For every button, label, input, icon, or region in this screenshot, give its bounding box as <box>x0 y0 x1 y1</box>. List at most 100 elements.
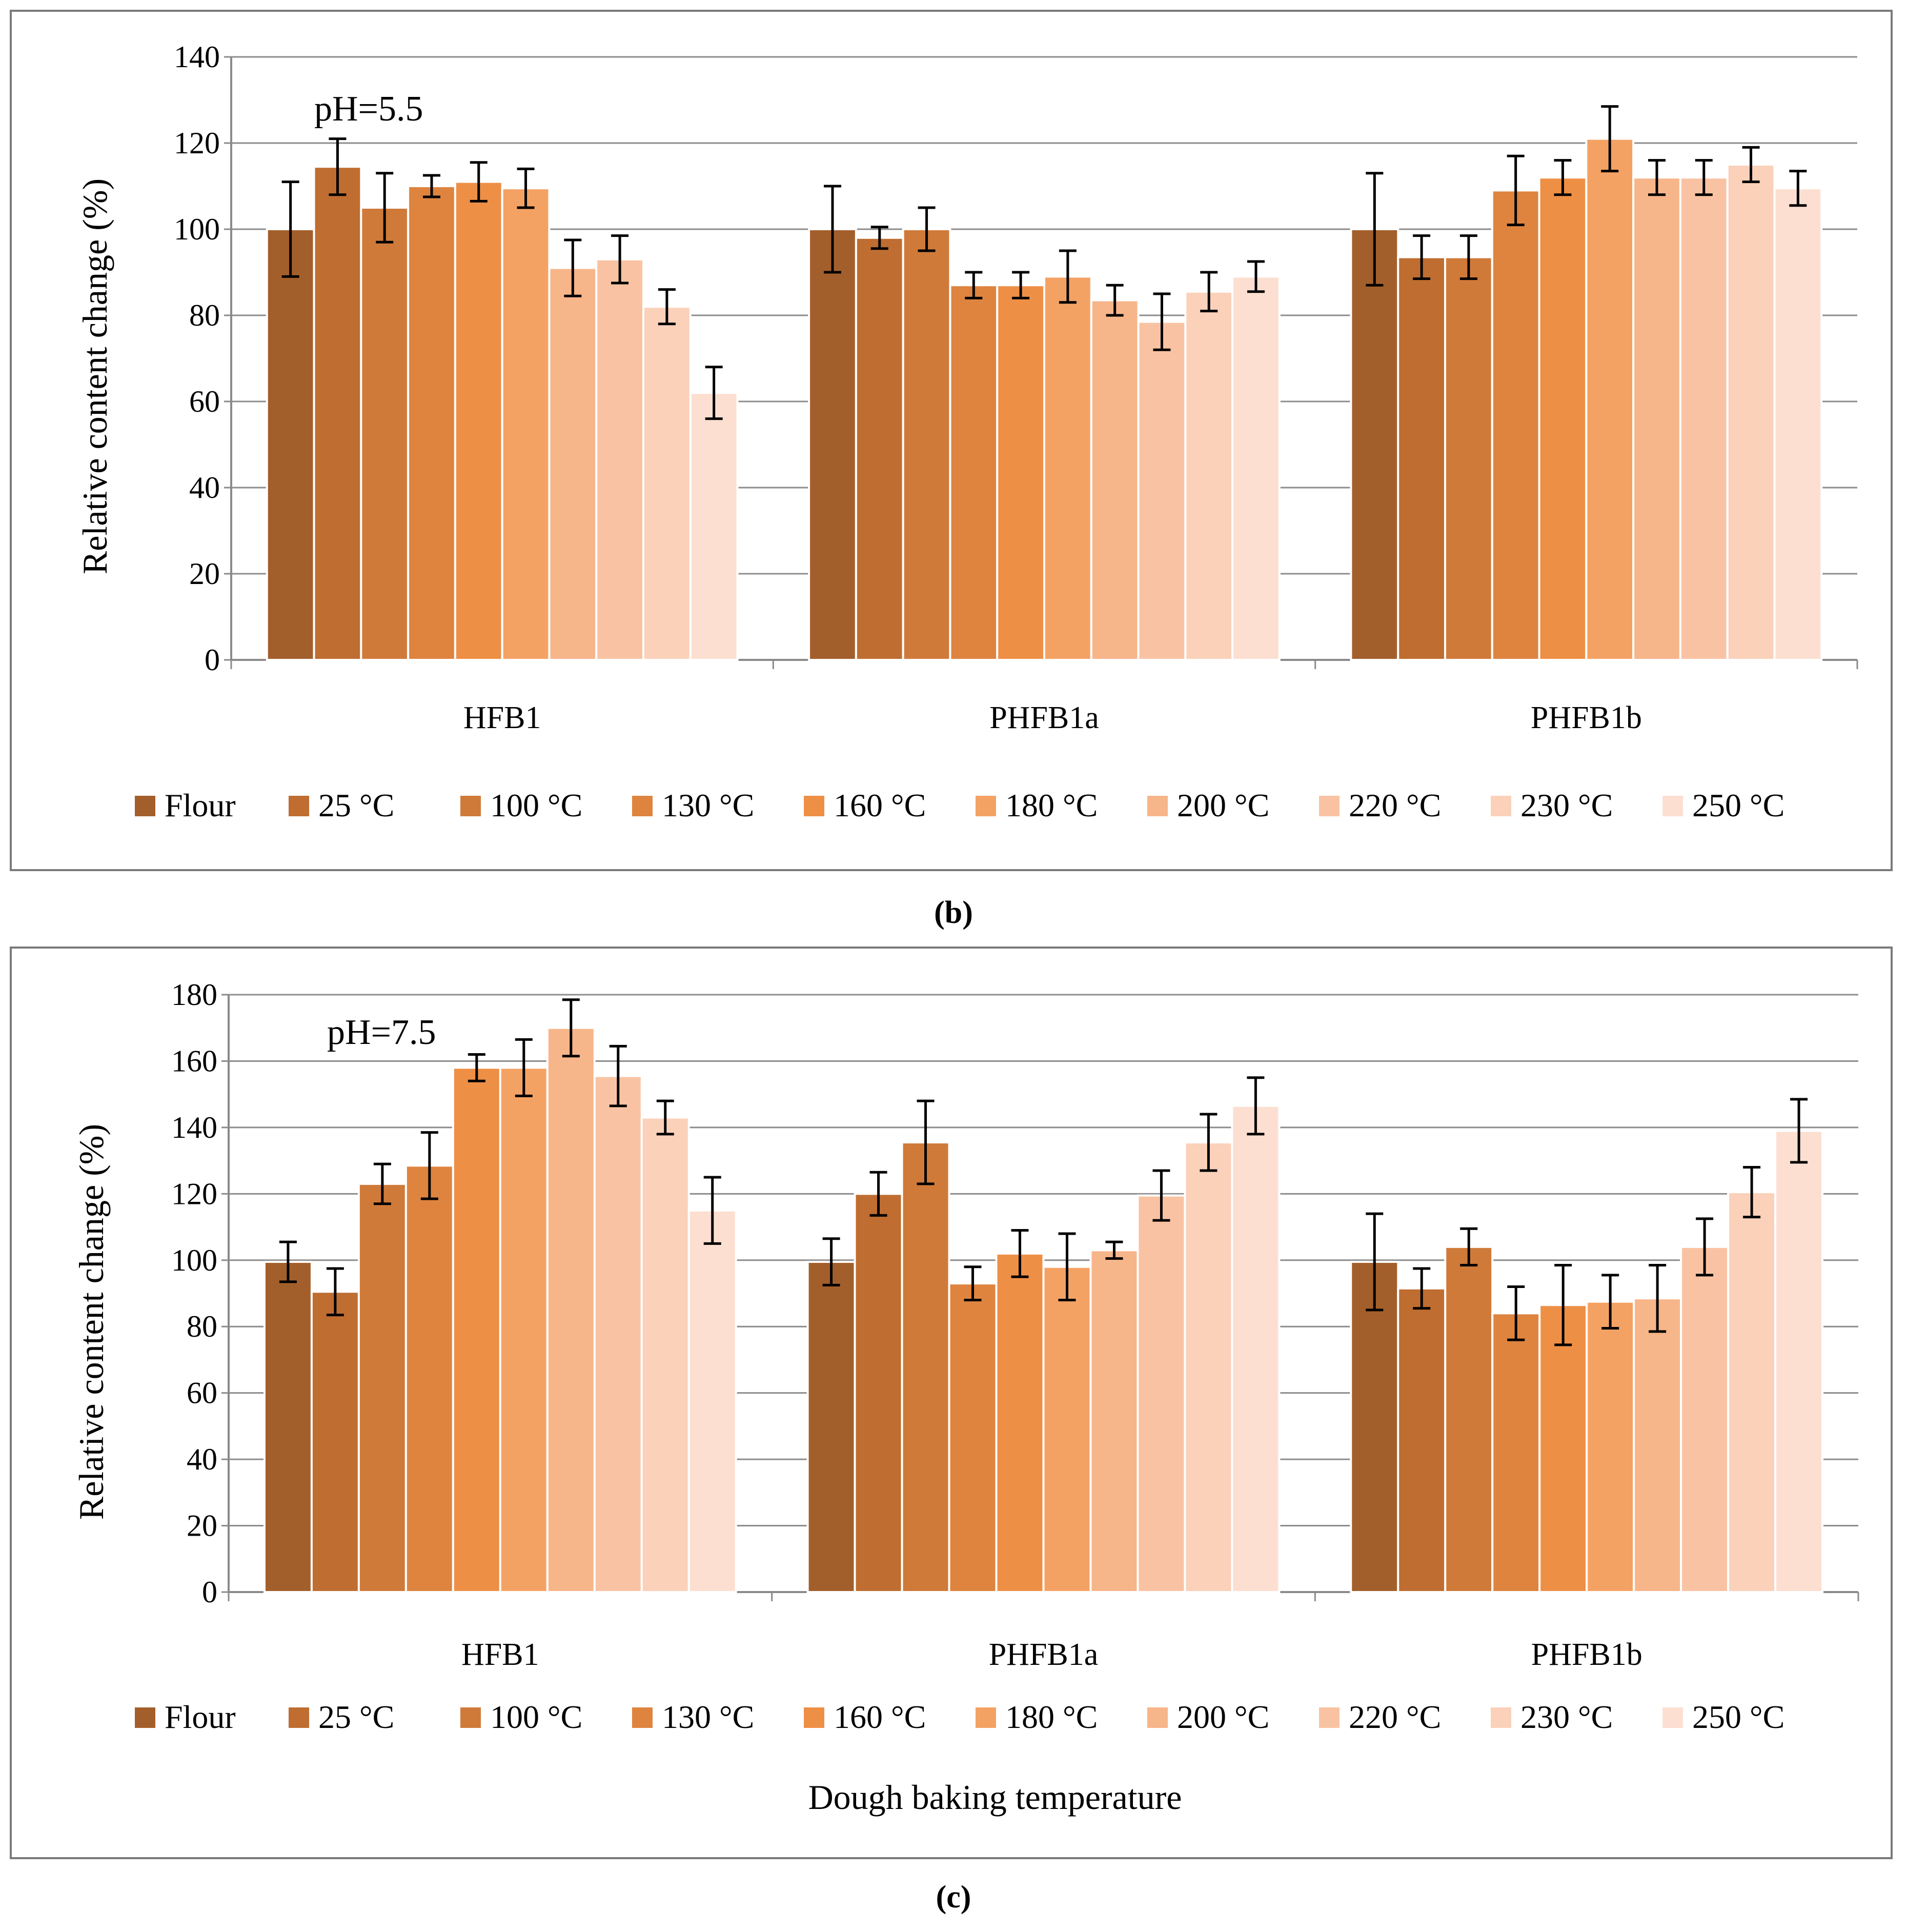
legend-label: 200 °C <box>1177 1699 1269 1735</box>
bar <box>1773 187 1823 661</box>
legend-label: 220 °C <box>1349 787 1441 823</box>
bar <box>949 284 999 661</box>
bar <box>1538 176 1588 661</box>
legend-label: Flour <box>165 1699 236 1735</box>
bar <box>266 228 315 661</box>
bar <box>854 1193 903 1594</box>
legend-label: 180 °C <box>1005 787 1098 823</box>
bar <box>1231 275 1281 661</box>
chart-c-svg: Relative content change (%) pH=7.5 Dough… <box>72 978 1859 1817</box>
legend-swatch <box>632 1707 653 1728</box>
y-tick-label: 140 <box>171 1111 217 1144</box>
bar <box>1679 176 1729 661</box>
legend-label: 100 °C <box>490 1699 582 1735</box>
legend-label: 250 °C <box>1692 1699 1784 1735</box>
bar <box>1397 1287 1447 1593</box>
legend-swatch <box>135 796 155 816</box>
y-tick-label: 160 <box>171 1044 217 1078</box>
x-category-label: PHFB1a <box>989 1637 1099 1672</box>
bar <box>808 228 857 661</box>
legend-label: 230 °C <box>1520 1699 1613 1735</box>
legend-swatch <box>460 1707 481 1728</box>
bar <box>1444 256 1493 661</box>
bar <box>1231 1104 1281 1593</box>
bar <box>1444 1245 1494 1593</box>
legend-swatch <box>632 796 653 816</box>
x-category-label: PHFB1a <box>989 700 1099 735</box>
bar <box>948 1282 998 1593</box>
panel-caption-b: (b) <box>934 895 973 930</box>
y-tick-label: 100 <box>174 212 220 246</box>
bar <box>995 1252 1045 1593</box>
bar <box>689 392 739 661</box>
legend-label: 200 °C <box>1177 787 1269 823</box>
x-category-label: HFB1 <box>461 1637 539 1672</box>
y-tick-label: 140 <box>174 40 220 74</box>
bar <box>1350 1261 1399 1593</box>
legend-label: 220 °C <box>1349 1699 1441 1735</box>
legend-swatch <box>804 1707 824 1728</box>
legend-label: 100 °C <box>490 787 582 823</box>
y-tick-label: 120 <box>171 1177 217 1211</box>
bar <box>407 185 456 661</box>
legend-label: 130 °C <box>662 787 754 823</box>
panel-caption-c: (c) <box>936 1880 971 1915</box>
bar <box>501 187 551 661</box>
legend-swatch <box>804 796 824 816</box>
legend-swatch <box>976 796 996 816</box>
bar <box>1633 1297 1682 1593</box>
legend-label: Flour <box>165 787 236 823</box>
bar <box>454 180 503 661</box>
y-tick-label: 80 <box>187 1310 217 1343</box>
legend-swatch <box>1147 796 1168 816</box>
bar <box>1632 176 1681 661</box>
bar <box>1774 1130 1824 1594</box>
y-tick-label: 60 <box>189 385 220 418</box>
bar <box>1680 1245 1730 1593</box>
bar <box>357 1182 407 1593</box>
legend-swatch <box>1319 796 1340 816</box>
legend-swatch <box>460 796 481 816</box>
legend-swatch <box>1319 1707 1340 1728</box>
bar <box>360 207 410 661</box>
bar <box>1089 1249 1139 1593</box>
legend-swatch <box>135 1707 155 1728</box>
y-tick-label: 0 <box>202 1575 217 1609</box>
bar <box>1491 1312 1541 1593</box>
bar <box>1184 1141 1233 1593</box>
bar <box>593 1075 643 1593</box>
chart-b-svg: Relative content change (%) pH=5.5 0 20 40… <box>75 40 1858 823</box>
bar <box>1137 320 1187 661</box>
x-category-label: HFB1 <box>463 700 541 735</box>
chart-panel-c: Relative content change (%) pH=7.5 Dough… <box>10 947 1893 1859</box>
legend-swatch <box>976 1707 996 1728</box>
bar <box>806 1261 856 1593</box>
y-tick-label: 0 <box>205 643 220 677</box>
bar <box>1043 275 1092 661</box>
bar <box>642 306 692 661</box>
x-axis-title: Dough baking temperature <box>808 1778 1182 1817</box>
ph-annotation: pH=7.5 <box>327 1013 436 1052</box>
bar <box>996 284 1046 661</box>
legend-label: 160 °C <box>834 1699 926 1735</box>
bar <box>1397 256 1447 661</box>
bar <box>1350 228 1399 661</box>
legend-label: 130 °C <box>662 1699 754 1735</box>
y-tick-label: 20 <box>189 557 220 591</box>
ph-annotation: pH=5.5 <box>314 89 423 129</box>
bar <box>1042 1265 1092 1593</box>
y-tick-label: 20 <box>187 1509 217 1543</box>
bar <box>1184 290 1234 661</box>
legend-swatch <box>289 796 309 816</box>
bar <box>1726 164 1776 661</box>
bar <box>1586 1300 1635 1593</box>
y-tick-label: 180 <box>171 978 217 1012</box>
bar <box>310 1291 360 1593</box>
bar <box>1538 1304 1588 1593</box>
bar <box>1090 299 1140 661</box>
y-tick-label: 100 <box>171 1243 217 1277</box>
bar <box>595 258 644 661</box>
bar <box>855 236 904 661</box>
y-tick-label: 60 <box>187 1376 217 1410</box>
y-tick-label: 40 <box>189 471 220 505</box>
